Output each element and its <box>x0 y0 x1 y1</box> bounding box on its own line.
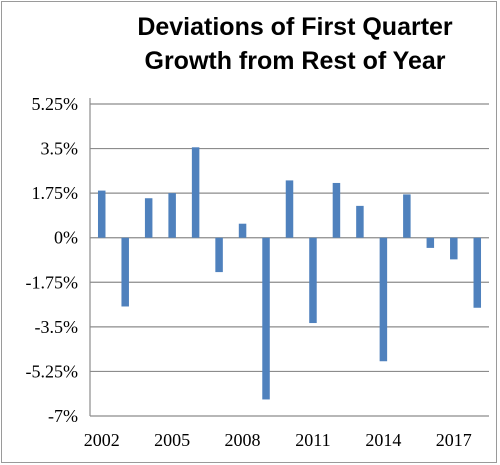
y-tick-label: 1.75% <box>32 183 79 203</box>
y-tick-label: 0% <box>54 228 78 248</box>
gridlines <box>90 103 489 417</box>
y-tick-label: -1.75% <box>26 272 79 292</box>
y-tick-label: -7% <box>48 406 78 426</box>
bar-2012 <box>332 182 341 238</box>
x-tick-label: 2008 <box>225 430 261 450</box>
bars <box>97 147 482 400</box>
bar-2011 <box>309 237 317 324</box>
chart-title-line-1: Deviations of First Quarter <box>137 13 453 41</box>
y-tick-label: 5.25% <box>32 94 79 114</box>
bar-2009 <box>262 237 270 400</box>
y-tick-labels: 5.25% 3.5% 1.75% 0% -1.75% -3.5% -5.25% -7% <box>26 94 79 426</box>
x-tick-label: 2002 <box>84 430 120 450</box>
bar-2017 <box>450 237 458 260</box>
y-tick-label: -3.5% <box>35 317 79 337</box>
x-tick-label: 2005 <box>154 430 190 450</box>
bar-2003 <box>121 237 129 307</box>
bar-2016 <box>426 237 435 248</box>
y-tick-label: 3.5% <box>41 139 79 159</box>
bar-2014 <box>379 237 388 362</box>
bar-2018 <box>473 237 482 308</box>
x-tick-label: 2014 <box>365 430 401 450</box>
chart-title-line-2: Growth from Rest of Year <box>144 47 446 75</box>
bar-2008 <box>238 223 247 238</box>
bar-2006 <box>191 147 200 238</box>
bar-2010 <box>285 180 294 238</box>
x-tick-label: 2011 <box>295 430 330 450</box>
x-tick-labels: 2002 2005 2008 2011 2014 2017 <box>84 430 472 450</box>
bar-2007 <box>215 237 223 273</box>
y-tick-label: -5.25% <box>26 361 79 381</box>
bar-2005 <box>168 193 176 238</box>
bar-2013 <box>356 205 364 238</box>
bar-2004 <box>144 198 153 238</box>
chart-title: Deviations of First Quarter Growth from … <box>95 10 495 78</box>
bar-2002 <box>97 190 106 238</box>
x-tick-label: 2017 <box>436 430 472 450</box>
bar-2015 <box>403 194 411 238</box>
